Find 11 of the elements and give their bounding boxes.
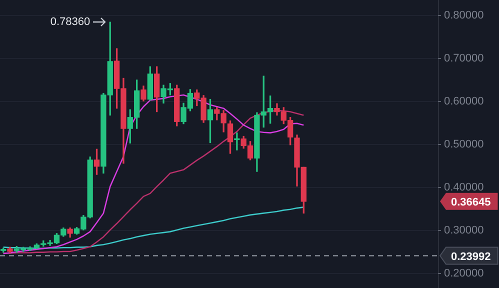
y-tick-label: 0.70000 — [444, 52, 484, 65]
text: 0.36645 — [451, 196, 491, 208]
y-tick-label: 0.40000 — [444, 182, 484, 194]
y-tick-label: 0.60000 — [444, 96, 484, 108]
ref-line-label: 0.23992 — [451, 250, 491, 263]
annotation: 0.78360 — [50, 16, 90, 28]
y-tick-label: 0.50000 — [444, 138, 484, 151]
y-tick-label: 0.30000 — [444, 224, 484, 237]
y-tick-label: 0.80000 — [444, 10, 484, 22]
candlestick — [234, 132, 240, 150]
y-tick-label: 0.20000 — [444, 268, 484, 280]
